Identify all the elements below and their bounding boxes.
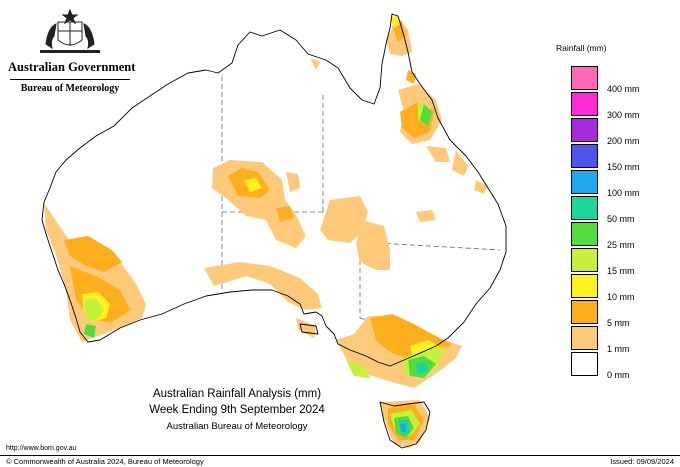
legend-label: 300 mm: [607, 110, 640, 120]
footer-divider: [0, 455, 680, 456]
legend-label: 0 mm: [607, 370, 630, 380]
legend-label: 150 mm: [607, 162, 640, 172]
legend-swatch: [571, 118, 598, 142]
government-title: Australian Government: [8, 60, 136, 74]
legend-label: 1 mm: [607, 344, 630, 354]
legend-swatch: [571, 66, 598, 90]
coastline: [41, 13, 507, 449]
legend-swatch: [571, 144, 598, 168]
legend-title: Rainfall (mm): [556, 43, 607, 53]
legend-label: 400 mm: [607, 84, 640, 94]
caption-agency: Australian Bureau of Meteorology: [166, 421, 308, 432]
legend-swatch: [571, 170, 598, 194]
legend-swatch: [571, 196, 598, 220]
issued-date: Issued: 09/09/2024: [610, 457, 674, 466]
legend-label: 5 mm: [607, 318, 630, 328]
coat-of-arms-icon: [40, 8, 100, 53]
legend-label: 25 mm: [607, 240, 635, 250]
rainfall-100mm: [400, 424, 406, 432]
legend-swatch: [571, 326, 598, 350]
legend-label: 100 mm: [607, 188, 640, 198]
caption-title: Australian Rainfall Analysis (mm): [152, 388, 322, 400]
legend-label: 10 mm: [607, 292, 635, 302]
legend-swatch: [571, 92, 598, 116]
legend-swatch: [571, 222, 598, 246]
legend-swatch: [571, 352, 598, 376]
legend-swatch: [571, 300, 598, 324]
legend-label: 15 mm: [607, 266, 635, 276]
legend-swatch: [571, 248, 598, 272]
legend-swatch: [571, 274, 598, 298]
government-header: Australian Government Bureau of Meteorol…: [8, 10, 136, 94]
website-link[interactable]: http://www.bom.gov.au: [6, 445, 77, 452]
bureau-title: Bureau of Meteorology: [20, 83, 120, 94]
caption-period: Week Ending 9th September 2024: [149, 404, 325, 416]
header-divider: [10, 79, 130, 80]
legend-label: 50 mm: [607, 214, 635, 224]
copyright-text: © Commonwealth of Australia 2024, Bureau…: [6, 457, 204, 466]
legend-label: 200 mm: [607, 136, 640, 146]
